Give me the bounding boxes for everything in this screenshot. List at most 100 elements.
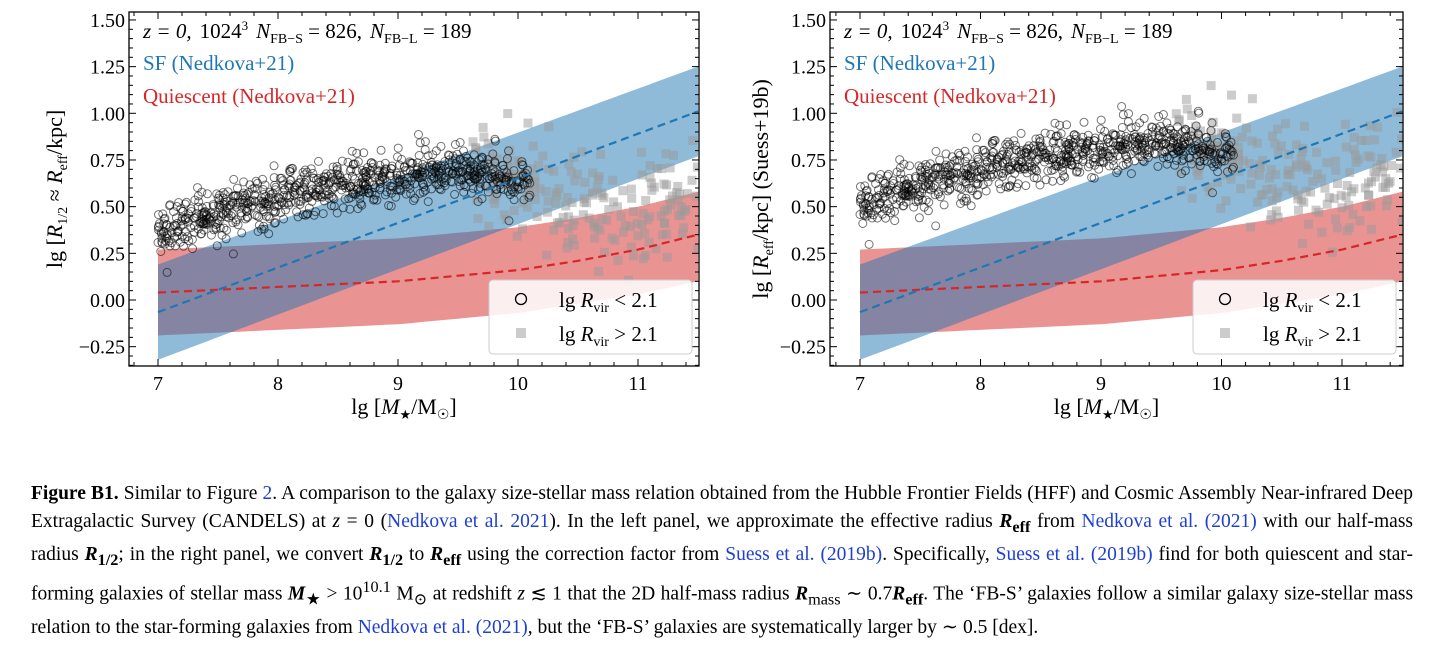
data-point-circle (1123, 117, 1133, 127)
data-point-circle (417, 167, 427, 177)
data-point-circle (966, 201, 976, 211)
data-point-circle (311, 175, 321, 185)
citation-link-nedkova[interactable]: Nedkova et al. 2021 (387, 510, 550, 532)
citation-link-suess[interactable]: Suess et al. (2019b) (725, 543, 883, 565)
ylabel-R: R (748, 255, 773, 270)
ylabel-approx: ≈ (42, 184, 67, 207)
data-point-circle (1124, 109, 1133, 119)
data-point-square (592, 182, 602, 192)
figure-link[interactable]: 2 (262, 483, 273, 504)
data-point-circle (372, 195, 382, 205)
data-point-circle (953, 182, 963, 192)
data-point-circle (990, 135, 1000, 145)
data-point-circle (284, 193, 294, 203)
data-point-circle (1190, 144, 1200, 154)
data-point-circle (905, 161, 915, 171)
data-point-circle (919, 202, 929, 212)
data-point-circle (184, 236, 194, 246)
data-point-circle (987, 165, 997, 175)
data-point-square (1245, 159, 1255, 168)
data-point-square (578, 210, 588, 220)
data-point-circle (487, 172, 497, 182)
data-point-circle (368, 159, 378, 169)
data-point-circle (436, 163, 446, 173)
data-point-circle (1198, 141, 1208, 151)
citation-link-nedkova[interactable]: Nedkova et al. (2021) (357, 617, 528, 639)
caption-math-sub: eff (905, 590, 924, 609)
data-point-circle (414, 130, 423, 139)
caption-math-sub: eff (443, 550, 462, 569)
data-point-circle (444, 155, 454, 165)
legend-sub: vir (593, 301, 609, 316)
data-point-circle (957, 168, 966, 178)
data-point-circle (1158, 153, 1168, 163)
data-point-circle (973, 190, 983, 200)
data-point-square (544, 122, 554, 132)
data-point-square (1272, 193, 1282, 203)
data-point-circle (225, 200, 235, 210)
data-point-circle (972, 190, 982, 200)
data-point-circle (232, 215, 241, 225)
data-point-circle (874, 203, 884, 213)
data-point-circle (399, 163, 409, 172)
data-point-circle (1016, 146, 1026, 155)
data-point-circle (1139, 135, 1149, 145)
data-point-square (627, 193, 637, 203)
data-point-circle (455, 154, 465, 164)
data-point-square (1207, 135, 1217, 144)
data-point-circle (955, 156, 965, 166)
ylabel-sub: 1/2 (56, 207, 71, 225)
citation-link-nedkova-year[interactable]: (2021) (1204, 510, 1257, 532)
data-point-circle (181, 197, 191, 207)
data-point-circle (367, 187, 377, 197)
data-point-circle (197, 229, 206, 239)
data-point-circle (427, 174, 437, 184)
data-point-circle (907, 184, 917, 194)
data-point-circle (270, 195, 280, 205)
data-point-circle (1043, 166, 1053, 176)
data-point-square (1351, 150, 1360, 160)
data-point-circle (299, 179, 309, 189)
data-point-circle (1003, 137, 1013, 147)
data-point-square (1364, 190, 1374, 200)
legend-label-rvir-lt: lg Rvir < 2.1 (559, 288, 658, 316)
caption-math: R (430, 543, 444, 565)
caption-math-sup: 10.1 (362, 578, 391, 597)
legend-marker-open-circle (1218, 292, 1232, 306)
data-point-circle (271, 207, 281, 217)
data-point-circle (914, 161, 924, 171)
data-point-circle (882, 171, 892, 181)
data-point-circle (1118, 160, 1128, 170)
data-point-circle (466, 177, 476, 187)
data-point-circle (237, 228, 247, 238)
citation-link-nedkova[interactable]: Nedkova et al. (1081, 510, 1199, 532)
citation-link-suess-year[interactable]: (2019b) (1090, 543, 1153, 565)
annotation-redshift: z = 0, (843, 19, 893, 43)
data-point-circle (1089, 157, 1098, 167)
data-point-circle (1130, 156, 1140, 166)
data-point-square (1187, 193, 1197, 203)
data-point-circle (1151, 149, 1160, 159)
data-point-circle (855, 194, 865, 204)
data-point-circle (1061, 152, 1071, 162)
caption-text: at redshift (427, 583, 518, 605)
data-point-square (1397, 134, 1403, 144)
data-point-circle (1068, 141, 1078, 151)
data-point-circle (1185, 153, 1195, 163)
data-point-square (1205, 187, 1215, 197)
data-point-square (1181, 94, 1191, 104)
data-point-circle (1014, 147, 1024, 157)
data-point-circle (345, 182, 355, 192)
data-point-square (1232, 113, 1242, 123)
data-point-circle (215, 223, 225, 233)
data-point-square (659, 206, 669, 216)
data-point-circle (1078, 155, 1088, 164)
data-point-circle (223, 187, 233, 197)
data-point-circle (880, 191, 890, 201)
sf-band-label: SF (Nedkova+21) (844, 51, 995, 75)
data-point-square (1378, 167, 1387, 177)
citation-link-suess[interactable]: Suess et al. (995, 543, 1085, 565)
ylabel-a: lg [ (42, 238, 67, 268)
data-point-square (1360, 183, 1370, 193)
